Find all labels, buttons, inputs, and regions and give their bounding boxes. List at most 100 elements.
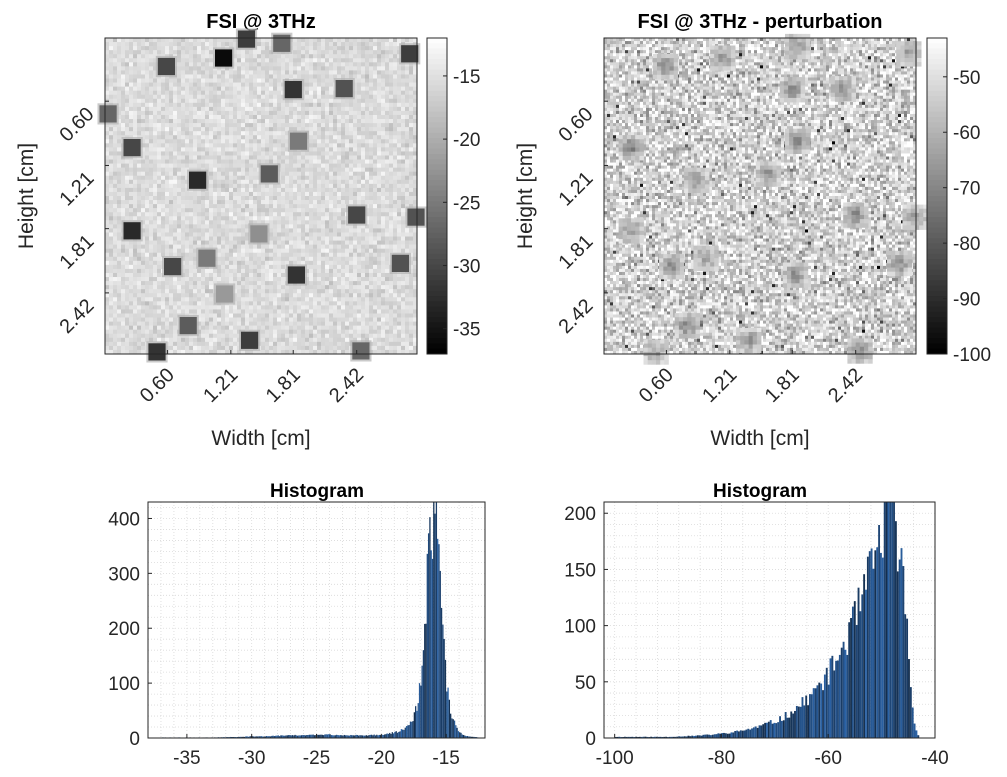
heatmap-cell xyxy=(265,139,269,143)
heatmap-cell xyxy=(117,257,121,261)
heatmap-cell xyxy=(361,196,365,200)
heatmap-cell xyxy=(129,204,133,208)
heatmap-cell xyxy=(249,269,253,273)
heatmap-cell xyxy=(317,237,321,241)
heatmap-cell xyxy=(133,172,137,176)
heatmap-cell xyxy=(381,147,385,151)
heatmap-cell xyxy=(341,253,345,257)
heatmap-cell xyxy=(297,119,301,123)
heatmap-cell xyxy=(301,220,305,224)
heatmap-cell xyxy=(365,237,369,241)
heatmap-cell xyxy=(385,241,389,245)
heatmap-cell xyxy=(401,38,405,42)
heatmap-cell xyxy=(213,232,217,236)
heatmap-cell xyxy=(169,212,173,216)
heatmap-cell xyxy=(221,228,225,232)
heatmap-cell xyxy=(125,62,129,66)
heatmap-cell xyxy=(153,107,157,111)
heatmap-cell xyxy=(245,265,249,269)
heatmap-cell xyxy=(217,131,221,135)
heatmap-cell xyxy=(305,224,309,228)
heatmap-cell xyxy=(341,281,345,285)
heatmap-cell xyxy=(321,42,325,46)
heatmap-cell xyxy=(173,208,177,212)
heatmap-cell xyxy=(401,180,405,184)
heatmap-cell xyxy=(205,216,209,220)
heatmap-cell xyxy=(337,261,341,265)
heatmap-cell xyxy=(361,70,365,74)
heatmap-cell xyxy=(109,265,113,269)
heatmap-cell xyxy=(397,196,401,200)
heatmap-cell xyxy=(169,147,173,151)
heatmap-cell xyxy=(373,216,377,220)
heatmap-cell xyxy=(389,168,393,172)
heatmap-cell xyxy=(145,228,149,232)
heatmap-cell xyxy=(405,172,409,176)
heatmap-cell xyxy=(269,273,273,277)
heatmap-cell xyxy=(141,277,145,281)
heatmap-cell xyxy=(125,74,129,78)
heatmap-cell xyxy=(385,87,389,91)
heatmap-cell xyxy=(373,241,377,245)
heatmap-cell xyxy=(333,143,337,147)
heatmap-cell xyxy=(325,111,329,115)
heatmap-cell xyxy=(257,50,261,54)
heatmap-cell xyxy=(373,228,377,232)
heatmap-cell xyxy=(129,285,133,289)
heatmap-cell xyxy=(245,151,249,155)
heatmap-cell xyxy=(261,79,265,83)
heatmap-cell xyxy=(189,115,193,119)
heatmap-cell xyxy=(165,151,169,155)
heatmap-cell xyxy=(185,74,189,78)
heatmap-cell xyxy=(117,188,121,192)
heatmap-cell xyxy=(201,281,205,285)
heatmap-cell xyxy=(297,172,301,176)
heatmap-cell xyxy=(169,127,173,131)
heatmap-cell xyxy=(205,95,209,99)
heatmap-cell xyxy=(177,115,181,119)
heatmap-cell xyxy=(405,95,409,99)
heatmap-cell xyxy=(297,200,301,204)
heatmap-cell xyxy=(121,123,125,127)
heatmap-cell xyxy=(181,107,185,111)
heatmap-cell xyxy=(113,204,117,208)
heatmap-cell xyxy=(405,200,409,204)
heatmap-cell xyxy=(257,216,261,220)
heatmap-cell xyxy=(197,79,201,83)
heatmap-cell xyxy=(385,265,389,269)
heatmap-cell xyxy=(165,95,169,99)
heatmap-cell xyxy=(325,249,329,253)
heatmap-cell xyxy=(269,281,273,285)
heatmap-cell xyxy=(165,155,169,159)
heatmap-cell xyxy=(333,220,337,224)
heatmap-cell xyxy=(129,95,133,99)
heatmap-cell xyxy=(313,269,317,273)
heatmap-cell xyxy=(177,62,181,66)
heatmap-cell xyxy=(369,176,373,180)
heatmap-cell xyxy=(141,42,145,46)
heatmap-cell xyxy=(405,99,409,103)
heatmap-cell xyxy=(161,91,165,95)
heatmap-cell xyxy=(289,293,293,297)
heatmap-cell xyxy=(213,237,217,241)
heatmap-cell xyxy=(269,83,273,87)
heatmap-cell xyxy=(161,42,165,46)
heatmap-cell xyxy=(349,253,353,257)
heatmap-cell xyxy=(181,249,185,253)
heatmap-cell xyxy=(249,192,253,196)
heatmap-cell xyxy=(329,228,333,232)
heatmap-cell xyxy=(389,224,393,228)
heatmap-cell xyxy=(201,228,205,232)
heatmap-cell xyxy=(121,281,125,285)
heatmap-cell xyxy=(177,241,181,245)
heatmap-cell xyxy=(401,277,405,281)
heatmap-cell xyxy=(197,74,201,78)
heatmap-cell xyxy=(349,168,353,172)
heatmap-cell xyxy=(297,123,301,127)
heatmap-cell xyxy=(313,50,317,54)
heatmap-cell xyxy=(133,293,137,297)
heatmap-cell xyxy=(145,212,149,216)
heatmap-cell xyxy=(213,200,217,204)
heatmap-cell xyxy=(349,62,353,66)
heatmap-cell xyxy=(205,127,209,131)
